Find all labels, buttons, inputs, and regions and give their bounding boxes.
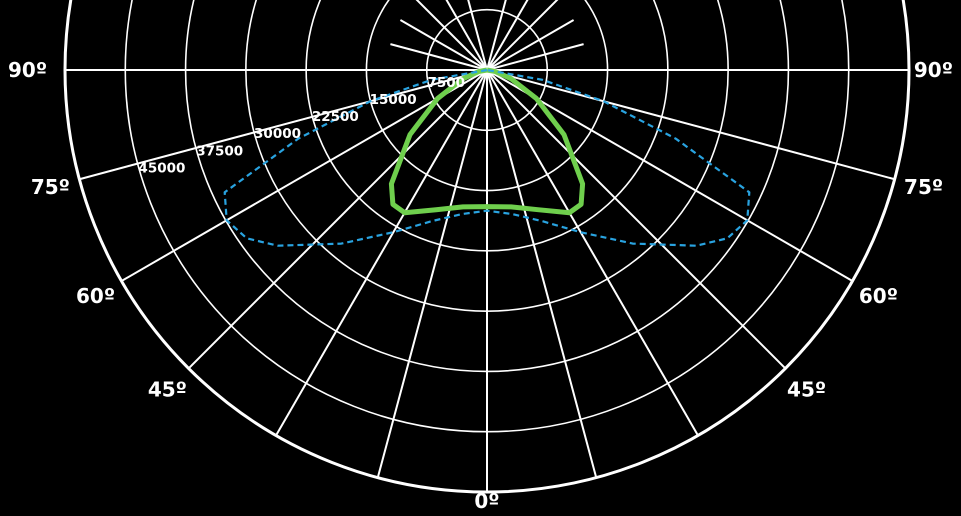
angle-label: 45º (148, 378, 187, 402)
radial-spoke (121, 69, 488, 282)
radial-tick-label: 22500 (312, 109, 359, 125)
radial-spoke (79, 69, 488, 181)
radial-spoke-upper (486, 0, 559, 71)
radial-tick-label: 37500 (196, 143, 243, 159)
polar-grid (63, 0, 911, 494)
radial-spoke-upper (486, 19, 575, 71)
radial-tick-label: 30000 (254, 126, 301, 142)
radial-tick-label: 15000 (370, 92, 417, 108)
radial-spoke (275, 69, 488, 436)
angle-label: 90º (8, 58, 47, 82)
radial-spoke-upper (486, 43, 584, 71)
radial-tick-label: 7500 (427, 75, 465, 91)
angle-label: 0º (474, 489, 499, 513)
radial-spoke (187, 69, 488, 370)
angle-label: 60º (76, 284, 115, 308)
radial-spoke (486, 69, 598, 478)
angle-label: 75º (904, 175, 943, 199)
radial-spoke (486, 69, 895, 181)
series-curve-dashed (223, 68, 751, 247)
radial-spoke (376, 69, 488, 478)
radial-spoke-upper (486, 0, 529, 71)
radial-tick-label: 45000 (138, 160, 185, 176)
radial-spoke-upper (399, 19, 488, 71)
radial-spoke-upper (390, 43, 488, 71)
angle-label: 60º (859, 284, 898, 308)
axis-labels: 7500 15000 22500 30000 37500 45000 90º 75º 60º 45… (8, 58, 953, 513)
radial-spoke (486, 69, 853, 282)
angle-label: 75º (31, 175, 70, 199)
angle-label: 90º (914, 58, 953, 82)
angle-label: 45º (787, 378, 826, 402)
radial-spoke-upper (445, 0, 488, 71)
radial-spoke (486, 69, 699, 436)
series-curve-solid (388, 67, 586, 216)
series-curves (223, 67, 751, 247)
radial-spoke-upper (467, 0, 488, 71)
radial-spoke (486, 69, 787, 370)
radial-spoke-upper (415, 0, 488, 71)
radial-spoke-upper (486, 0, 507, 71)
